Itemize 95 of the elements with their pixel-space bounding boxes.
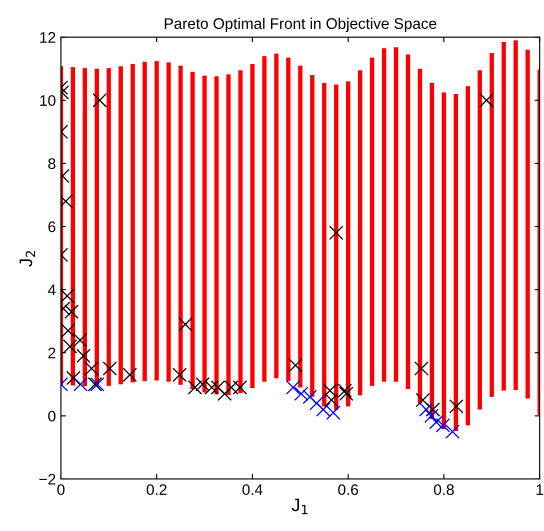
- x-tick-label: 0.4: [242, 484, 263, 496]
- point: [66, 370, 81, 386]
- bar: [298, 66, 302, 388]
- y-tick-label: 4: [48, 284, 56, 296]
- point: [217, 386, 232, 401]
- bar: [118, 66, 123, 384]
- point: [178, 317, 193, 332]
- point: [64, 304, 79, 319]
- bar: [226, 74, 231, 396]
- x-tick-label: 0: [57, 484, 65, 496]
- bar: [274, 54, 279, 378]
- point: [414, 361, 429, 376]
- bar: [262, 56, 267, 382]
- bar: [286, 58, 290, 382]
- bar: [478, 70, 482, 410]
- point: [232, 380, 248, 395]
- bar: [238, 70, 243, 394]
- bar: [310, 75, 314, 397]
- x-tick-label: 0.8: [434, 484, 454, 496]
- bar: [250, 64, 255, 388]
- point: [418, 402, 434, 417]
- bar: [334, 84, 338, 410]
- x-tick-label: 0.6: [338, 484, 358, 496]
- bar: [190, 72, 195, 390]
- bar: [154, 61, 159, 381]
- bar: [466, 86, 470, 426]
- point: [188, 380, 202, 395]
- bar: [322, 82, 326, 406]
- point: [426, 402, 440, 417]
- bar: [94, 68, 99, 386]
- x-tick-label: 0.2: [146, 484, 167, 496]
- point: [172, 368, 187, 382]
- point: [73, 377, 88, 392]
- bar: [346, 81, 350, 406]
- point: [445, 424, 460, 439]
- bar: [382, 48, 386, 382]
- bar: [394, 47, 398, 382]
- point: [416, 392, 430, 408]
- point: [339, 386, 354, 401]
- bar: [130, 64, 135, 382]
- bar: [490, 52, 494, 397]
- bar: [442, 92, 446, 430]
- bar: [430, 82, 434, 420]
- point: [62, 339, 78, 354]
- bar: [358, 70, 362, 396]
- point: [102, 361, 117, 376]
- point: [429, 414, 444, 430]
- point: [60, 288, 74, 304]
- x-tick-label: 1: [536, 484, 544, 495]
- point: [449, 399, 464, 414]
- point: [326, 405, 341, 420]
- bar: [454, 94, 458, 431]
- bar: [214, 76, 219, 394]
- bar: [406, 54, 410, 390]
- point: [316, 402, 330, 417]
- point: [294, 386, 308, 401]
- bar: [106, 68, 111, 386]
- point: [479, 93, 494, 108]
- bar: [166, 62, 171, 382]
- y-tick-label: 10: [40, 95, 56, 106]
- bar: [418, 68, 422, 404]
- y-axis-title: J$_{2}$: [20, 251, 36, 267]
- bar: [178, 66, 183, 385]
- point: [286, 380, 300, 395]
- point: [324, 392, 339, 408]
- chart-title: Pareto Optimal Front in Objective Space: [164, 18, 436, 32]
- bar: [502, 42, 506, 391]
- point: [436, 418, 450, 433]
- y-tick-label: 8: [48, 158, 56, 170]
- y-tick-label: 2: [48, 348, 56, 358]
- point: [60, 323, 76, 338]
- point: [84, 361, 99, 376]
- point: [92, 93, 107, 108]
- y-tick-label: 12: [40, 32, 56, 43]
- point: [288, 358, 303, 373]
- y-tick-label: 6: [48, 221, 56, 232]
- point: [309, 396, 324, 410]
- bar: [70, 67, 76, 386]
- bar: [142, 62, 147, 382]
- point: [302, 390, 318, 404]
- point: [122, 368, 138, 382]
- point: [72, 332, 88, 348]
- point: [328, 226, 344, 240]
- x-axis-title: J$_{1}$: [292, 498, 308, 514]
- point: [424, 408, 439, 424]
- point: [204, 380, 219, 395]
- bar: [514, 40, 518, 390]
- point: [195, 377, 210, 392]
- bar: [202, 76, 207, 392]
- y-tick-label: −2: [39, 474, 56, 484]
- bar: [370, 58, 374, 386]
- bar: [526, 50, 530, 398]
- bar: [82, 68, 88, 386]
- y-tick-label: 0: [48, 410, 56, 422]
- point: [76, 348, 91, 364]
